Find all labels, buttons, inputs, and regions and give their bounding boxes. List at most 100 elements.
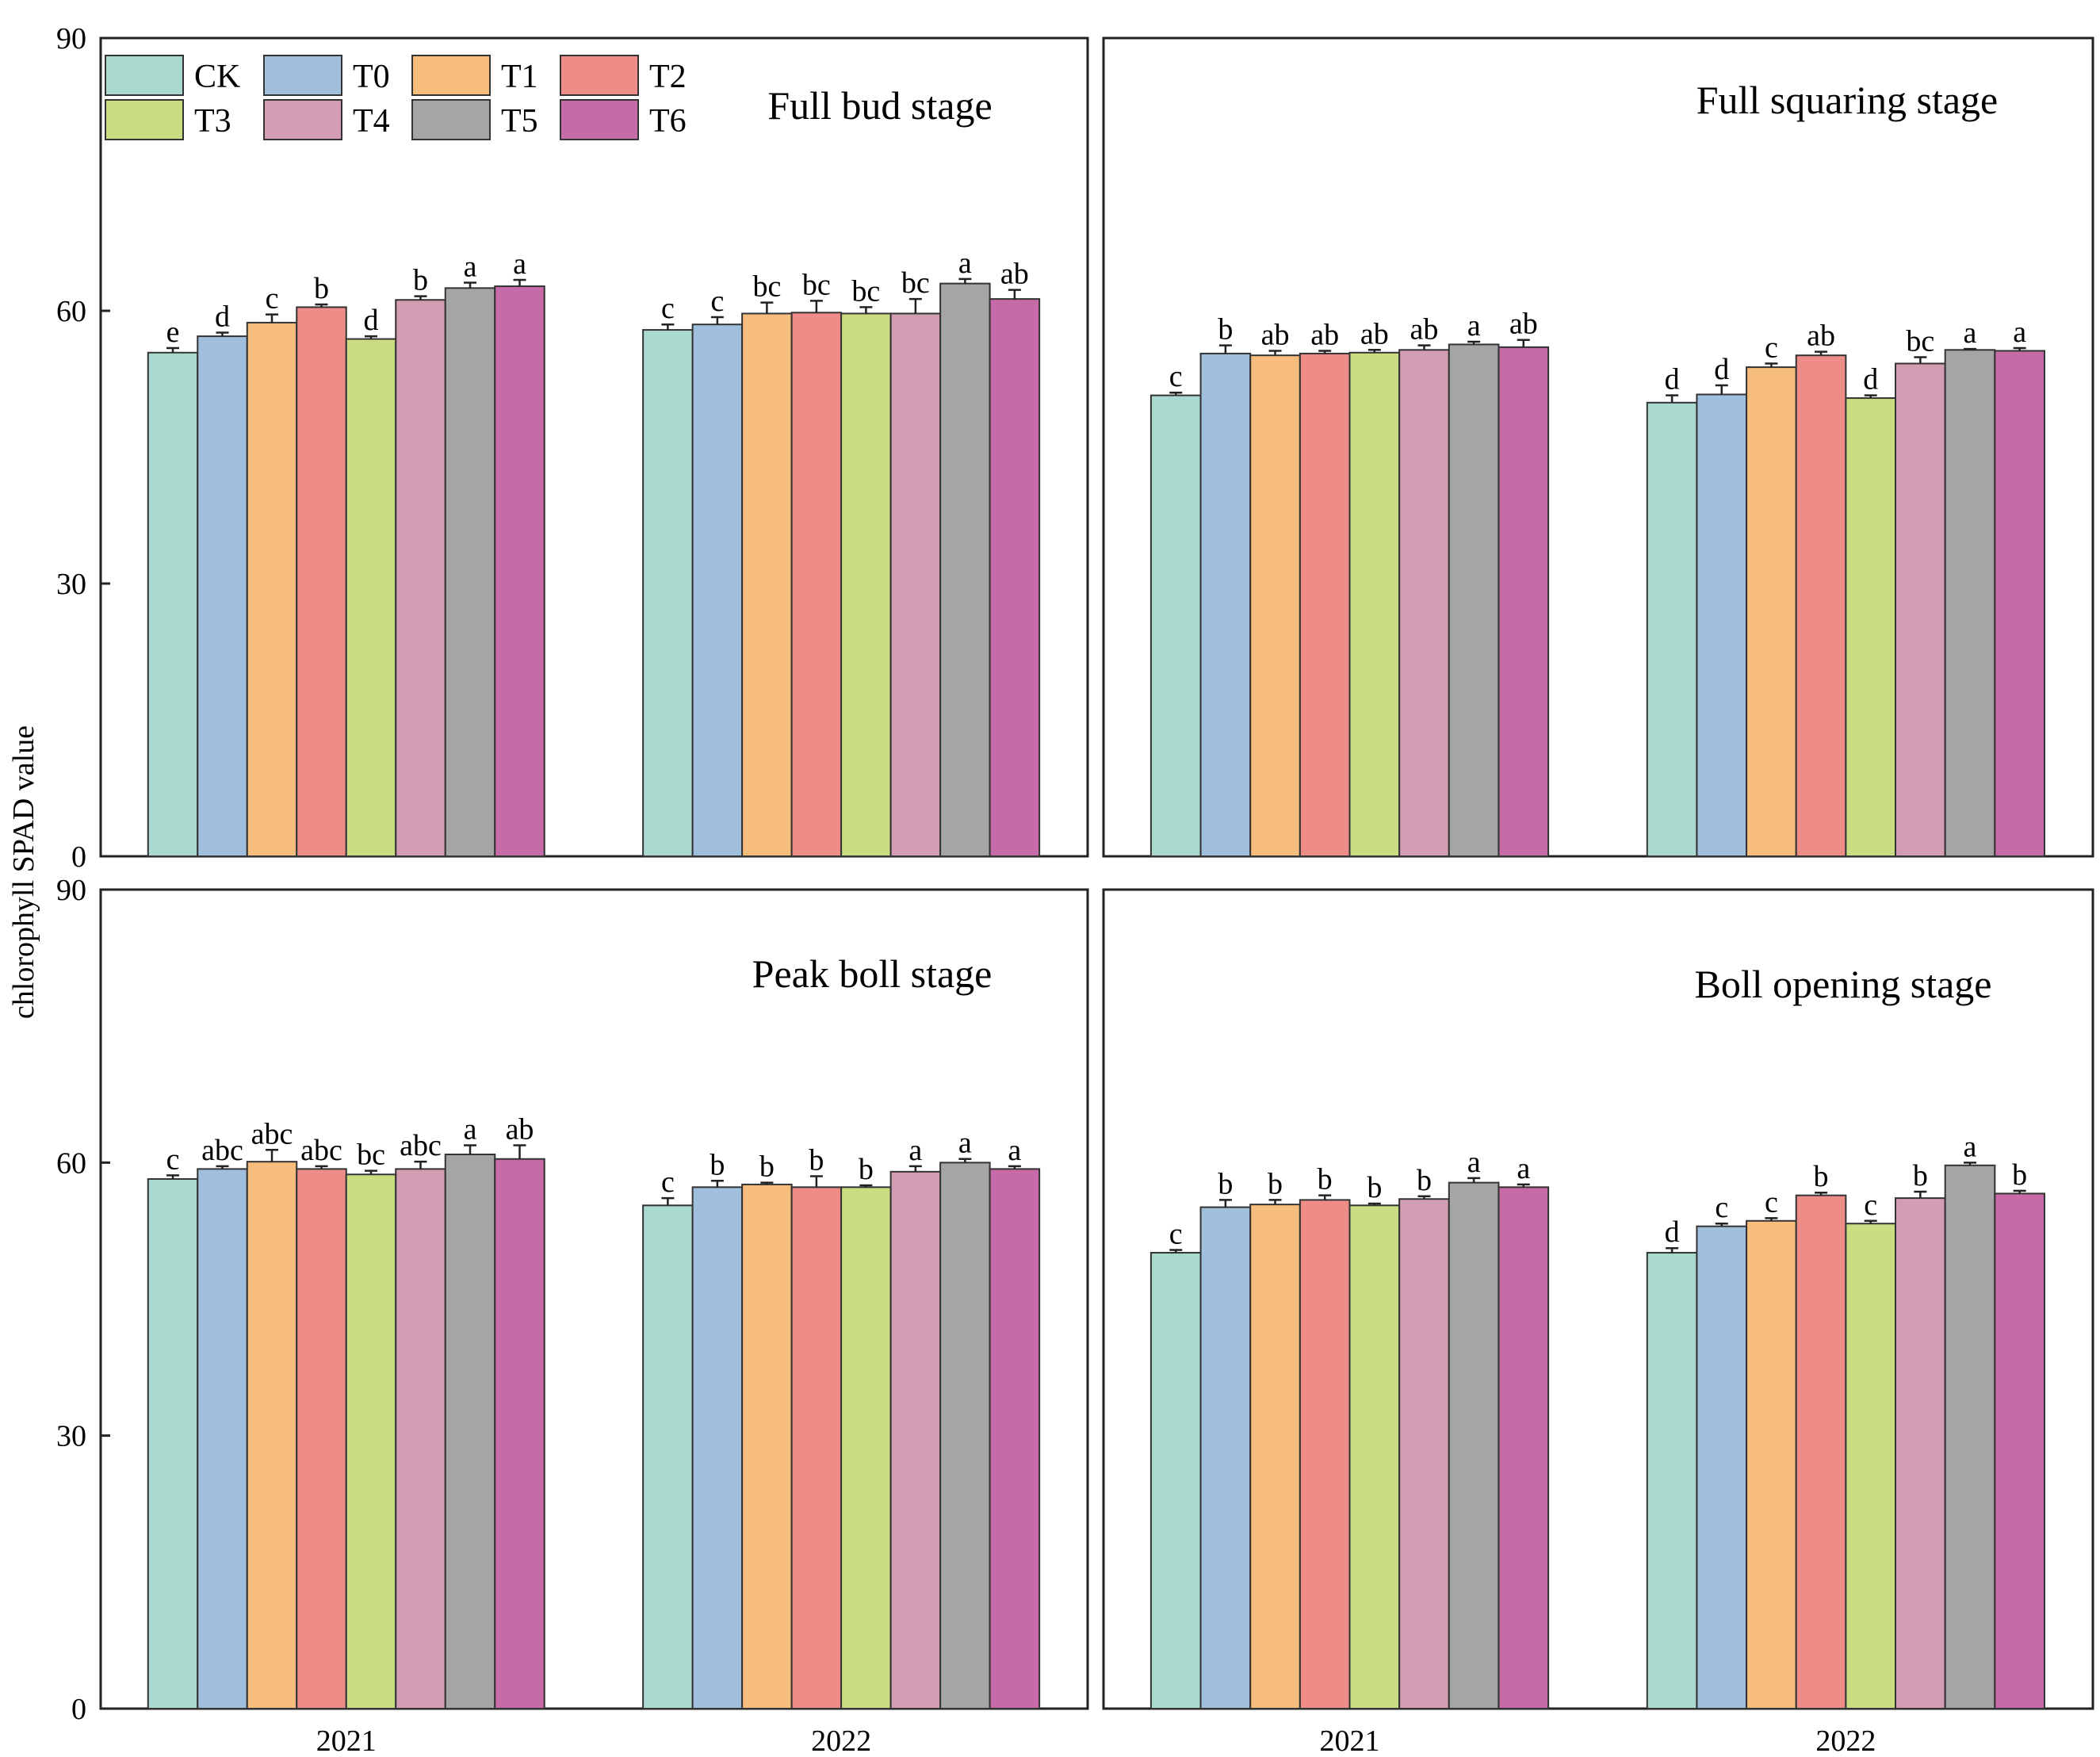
significance-letter: d [1863,363,1878,396]
significance-letter: b [314,272,329,305]
legend-label: T3 [194,103,231,140]
bar-t5 [939,1162,991,1710]
legend-swatch-t2 [560,55,639,96]
legend-label: T2 [649,59,687,95]
bar-t2 [1299,1199,1351,1709]
legend-label: T5 [501,103,538,140]
significance-letter: a [1467,1146,1481,1179]
bar-ck [1149,394,1202,857]
legend-label: T0 [353,59,390,95]
bar-ck [147,1177,199,1709]
panel-title: Boll opening stage [1695,962,1992,1006]
legend-swatch-t3 [105,99,184,140]
significance-letter: a [1008,1134,1021,1167]
y-tick-label: 0 [71,1693,86,1726]
bar-t5 [1448,343,1500,857]
bar-t4 [1398,1198,1450,1709]
significance-letter: c [661,1166,675,1199]
significance-letter: c [1715,1191,1728,1224]
significance-letter: a [464,250,477,283]
bar-t2 [790,1186,843,1710]
bar-t2 [296,1168,347,1709]
panel-frame [99,888,1089,1710]
significance-letter: bc [802,268,831,301]
bar-t1 [1746,366,1797,857]
x-category-label: 2022 [1815,1724,1876,1757]
bar-t3 [345,338,397,857]
significance-letter: abc [400,1129,442,1162]
significance-letter: abc [251,1117,293,1150]
significance-letter: a [2013,316,2026,349]
bar-t6 [494,1158,545,1709]
legend-swatch-t4 [263,99,342,140]
panel-frame [1102,888,2094,1710]
y-tick-label: 30 [56,568,86,601]
significance-letter: b [1913,1159,1928,1192]
x-category-label: 2021 [316,1724,377,1757]
significance-letter: c [166,1143,180,1176]
bar-t6 [1498,346,1550,858]
significance-letter: abc [201,1134,243,1167]
significance-letter: b [1367,1171,1382,1204]
significance-letter: ab [1410,313,1439,346]
bar-t0 [1199,352,1252,858]
legend-swatch-t6 [560,99,639,140]
significance-letter: c [266,282,279,316]
significance-letter: abc [300,1134,342,1167]
bar-t6 [1994,1192,2045,1709]
significance-letter: ab [1261,318,1290,351]
significance-letter: b [809,1144,824,1177]
panel-title: Full bud stage [767,83,992,128]
significance-letter: a [1964,316,1977,350]
significance-letter: bc [752,270,781,304]
significance-letter: d [364,304,379,337]
bar-ck [642,329,694,857]
panel-frame [99,36,1089,858]
bar-t0 [691,323,744,857]
bar-t4 [395,299,446,857]
bar-t4 [889,312,942,857]
bar-t4 [1895,1197,1946,1709]
significance-letter: ab [1000,258,1029,291]
significance-letter: bc [851,274,880,308]
significance-letter: c [1169,1218,1183,1251]
bar-t3 [840,312,892,857]
significance-letter: a [1964,1130,1977,1163]
bar-t3 [1845,1223,1897,1710]
significance-letter: a [908,1134,922,1167]
bar-t1 [1746,1219,1797,1709]
significance-letter: b [859,1153,874,1186]
x-category-label: 2021 [1320,1724,1380,1757]
bar-t0 [1696,393,1748,857]
bar-ck [1149,1251,1202,1710]
y-tick-label: 90 [56,22,86,56]
panel-title: Full squaring stage [1696,78,1999,122]
significance-letter: a [958,247,972,280]
bar-ck [1646,401,1698,857]
bar-t5 [939,282,991,858]
significance-letter: c [710,285,724,318]
bar-t3 [1845,397,1897,857]
significance-letter: b [2012,1158,2027,1192]
significance-letter: e [166,316,180,349]
significance-letter: b [710,1148,725,1181]
significance-letter: b [1268,1167,1283,1200]
y-tick-label: 60 [56,295,86,328]
bar-t1 [1249,1204,1301,1709]
bar-ck [642,1204,694,1710]
legend-label: T1 [501,59,538,95]
bar-t2 [790,312,843,857]
significance-letter: ab [1807,320,1835,353]
significance-letter: c [661,292,675,325]
significance-letter: ab [1360,317,1389,350]
bar-t3 [1348,351,1401,858]
significance-letter: b [1417,1164,1432,1197]
bar-t1 [741,1183,793,1709]
panel-title: Peak boll stage [752,951,993,996]
significance-letter: a [513,247,526,281]
significance-letter: b [1318,1163,1333,1196]
significance-letter: ab [1509,308,1538,341]
y-tick-label: 0 [71,840,86,874]
bar-ck [1646,1251,1698,1710]
